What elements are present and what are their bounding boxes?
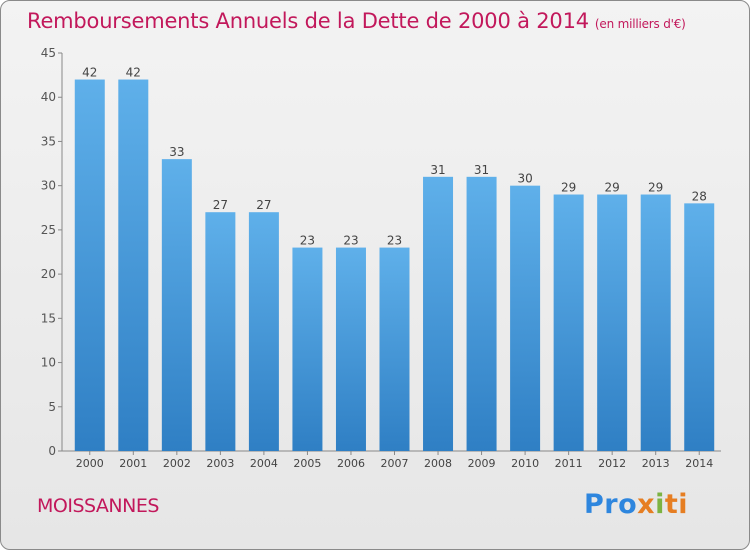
y-tick-label: 25 [41,223,56,237]
bar-value-label: 29 [648,181,663,195]
y-tick-label: 40 [41,90,56,104]
bar-value-label: 23 [300,234,315,248]
x-tick-label: 2004 [250,457,278,470]
x-tick-label: 2005 [293,457,321,470]
bar-value-label: 33 [169,145,184,159]
y-tick-label: 45 [41,46,56,60]
logo-part-3: i [655,489,665,520]
y-tick-label: 15 [41,311,56,325]
bar [553,194,584,451]
bar-value-label: 42 [126,66,141,80]
bar-value-label: 27 [256,198,271,212]
bar-value-label: 29 [605,181,620,195]
x-tick-label: 2009 [468,457,496,470]
x-tick-label: 2000 [76,457,104,470]
bar-value-label: 27 [213,198,228,212]
logo-part-2: x [637,489,656,520]
bar [292,247,323,451]
x-tick-label: 2014 [685,457,713,470]
bar [466,176,497,452]
y-tick-label: 20 [41,267,56,281]
bar-value-label: 28 [692,189,707,203]
title-text: Remboursements Annuels de la Dette de 20… [27,9,589,33]
x-tick-label: 2011 [555,457,583,470]
commune-name: MOISSANNES [37,495,159,517]
bar-value-label: 30 [517,172,532,186]
y-tick-label: 10 [41,356,56,370]
bar [597,194,628,451]
x-tick-label: 2013 [642,457,670,470]
bar [640,194,671,451]
x-tick-label: 2010 [511,457,539,470]
bar [684,203,715,451]
bar [423,176,454,452]
x-tick-label: 2006 [337,457,365,470]
bar-value-label: 23 [343,234,358,248]
proxiti-logo: Proxiti [584,489,688,520]
x-tick-label: 2007 [381,457,409,470]
y-tick-label: 30 [41,179,56,193]
bar-value-label: 23 [387,234,402,248]
bar [379,247,410,451]
x-tick-label: 2001 [119,457,147,470]
logo-part-1: Pro [584,489,638,520]
logo-part-4: ti [664,489,689,520]
bar [161,159,192,451]
bar [74,79,105,452]
y-tick-label: 35 [41,134,56,148]
y-tick-label: 5 [48,400,56,414]
bar [205,212,236,451]
bar [335,247,366,451]
bar [248,212,279,451]
bar-value-label: 31 [474,163,489,177]
chart-title: Remboursements Annuels de la Dette de 20… [27,9,686,33]
bar [118,79,149,452]
unit-note: (en milliers d'€) [594,17,686,31]
x-tick-label: 2003 [206,457,234,470]
bar-value-label: 31 [430,163,445,177]
bar-value-label: 29 [561,181,576,195]
x-tick-label: 2002 [163,457,191,470]
x-tick-label: 2012 [598,457,626,470]
bar [510,185,541,451]
bar-value-label: 42 [82,66,97,80]
y-tick-label: 0 [48,444,56,458]
x-tick-label: 2008 [424,457,452,470]
